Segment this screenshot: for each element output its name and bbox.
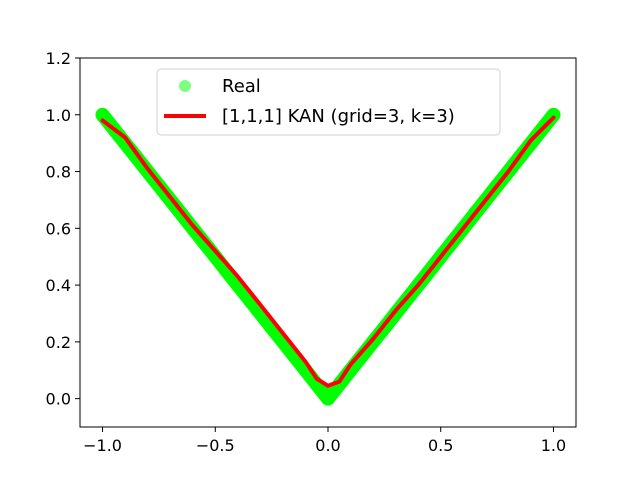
real-point — [321, 391, 335, 406]
real-point — [95, 107, 110, 122]
legend-label-real: Real — [222, 76, 261, 97]
x-tick-label: 1.0 — [541, 436, 566, 455]
y-tick-label: 0.2 — [46, 333, 71, 352]
y-tick-label: 0.6 — [46, 219, 71, 238]
kan-line — [100, 115, 556, 388]
y-tick-label: 0.4 — [46, 276, 71, 295]
legend: Real [1,1,1] KAN (grid=3, k=3) — [156, 68, 501, 136]
axes-layer: −1.0 −0.5 0.0 0.5 1.0 0.0 0.2 0.4 0.6 0.8 1.0 1.2 — [46, 49, 567, 455]
x-tick-label: 0.5 — [428, 436, 453, 455]
y-tick-label: 0.0 — [46, 390, 71, 409]
y-tick-label: 1.0 — [46, 106, 71, 125]
x-tick-label: 0.0 — [315, 436, 340, 455]
legend-box — [156, 68, 501, 136]
y-tick-label: 1.2 — [46, 49, 71, 68]
x-tick-label: −1.0 — [83, 436, 122, 455]
x-tick-label: −0.5 — [196, 436, 235, 455]
real-point — [354, 349, 369, 363]
legend-label-kan: [1,1,1] KAN (grid=3, k=3) — [222, 106, 455, 127]
y-tick-label: 0.8 — [46, 163, 71, 182]
real-band — [95, 107, 561, 406]
data-layer — [95, 107, 561, 406]
real-point — [197, 235, 211, 250]
legend-marker-real — [179, 80, 191, 92]
